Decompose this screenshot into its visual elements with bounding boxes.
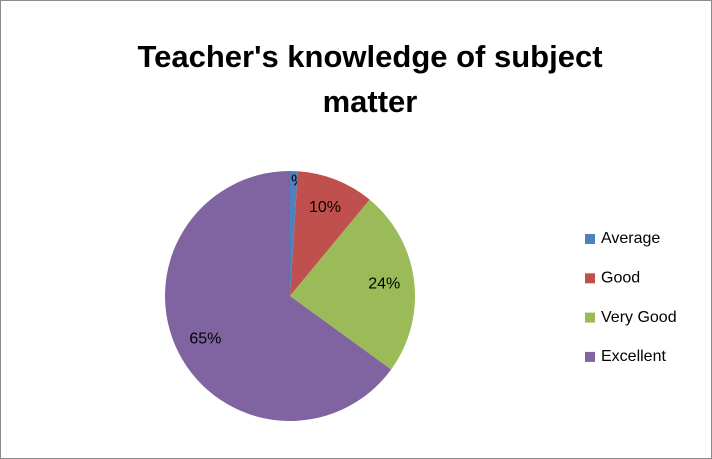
legend-label: Good bbox=[601, 270, 640, 287]
chart-title: Teacher's knowledge of subject matter bbox=[137, 39, 603, 119]
legend-swatch bbox=[585, 234, 595, 244]
pie-slice bbox=[290, 171, 298, 296]
pie-slice bbox=[290, 199, 415, 370]
legend-swatch bbox=[585, 273, 595, 284]
legend-swatch bbox=[585, 312, 595, 323]
data-label: 10% bbox=[309, 199, 341, 216]
pie-slice bbox=[165, 171, 392, 421]
legend-swatch bbox=[585, 351, 595, 362]
legend-label: Average bbox=[601, 230, 660, 247]
legend-label: Excellent bbox=[601, 348, 666, 365]
legend-label: Very Good bbox=[601, 309, 677, 326]
data-label: 65% bbox=[189, 330, 221, 347]
data-label: 24% bbox=[368, 275, 400, 292]
pie-slice bbox=[290, 171, 370, 296]
